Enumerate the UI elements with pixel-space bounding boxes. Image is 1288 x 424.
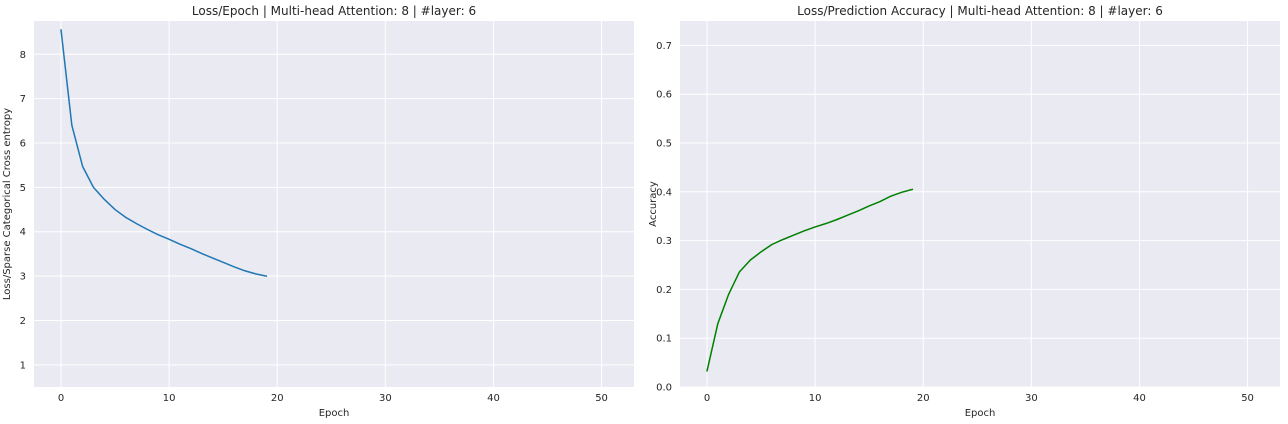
accuracy-tick-labels: 0 10 20 30 40 50 0.0 0.1 0.2 0.3 0.4 0.5 0.6 0.7 — [656, 41, 1254, 404]
accuracy-grid — [680, 21, 1280, 388]
loss-tick-labels: 0 10 20 30 40 50 1 2 3 4 5 6 7 8 — [20, 50, 608, 404]
accuracy-x-axis-label: Epoch — [965, 408, 996, 419]
y-tick-label: 2 — [20, 316, 26, 327]
y-tick-label: 0.2 — [656, 285, 672, 296]
y-tick-label: 0.0 — [656, 383, 672, 394]
y-tick-label: 1 — [20, 360, 26, 371]
y-tick-label: 5 — [20, 183, 26, 194]
y-tick-label: 0.5 — [656, 139, 672, 150]
y-tick-label: 0.6 — [656, 90, 672, 101]
x-tick-label: 30 — [379, 393, 392, 404]
accuracy-series — [706, 188, 914, 372]
x-tick-label: 10 — [163, 393, 176, 404]
y-tick-label: 0.4 — [656, 187, 672, 198]
y-tick-label: 0.1 — [656, 334, 672, 345]
y-tick-label: 0.7 — [656, 41, 672, 52]
x-tick-label: 10 — [809, 393, 822, 404]
loss-plot-area — [34, 21, 634, 387]
y-tick-label: 7 — [20, 94, 26, 105]
x-tick-label: 50 — [1241, 393, 1254, 404]
series-line — [60, 29, 268, 277]
y-tick-label: 6 — [20, 139, 26, 150]
accuracy-chart: 0 10 20 30 40 50 0.0 0.1 0.2 0.3 0.4 0.5 0.6 0.7 Loss… — [648, 4, 1280, 419]
loss-y-axis-label: Loss/Sparse Categorical Cross entropy — [2, 108, 13, 300]
x-tick-label: 20 — [271, 393, 284, 404]
loss-chart-title: Loss/Epoch | Multi-head Attention: 8 | #… — [192, 4, 476, 18]
loss-grid — [34, 21, 634, 387]
y-tick-label: 3 — [20, 272, 26, 283]
x-tick-label: 50 — [595, 393, 608, 404]
loss-chart: 0 10 20 30 40 50 1 2 3 4 5 6 7 8 Loss/Epoch | Multi-h… — [2, 4, 634, 419]
x-tick-label: 20 — [917, 393, 930, 404]
accuracy-plot-area — [680, 21, 1280, 387]
x-tick-label: 40 — [487, 393, 500, 404]
series-line — [706, 188, 914, 372]
accuracy-chart-title: Loss/Prediction Accuracy | Multi-head At… — [797, 4, 1163, 18]
loss-x-axis-label: Epoch — [319, 408, 350, 419]
accuracy-y-axis-label: Accuracy — [648, 181, 659, 227]
x-tick-label: 30 — [1025, 393, 1038, 404]
y-tick-label: 0.3 — [656, 236, 672, 247]
x-tick-label: 0 — [58, 393, 64, 404]
x-tick-label: 0 — [704, 393, 710, 404]
loss-series — [60, 29, 268, 277]
y-tick-label: 4 — [20, 227, 26, 238]
x-tick-label: 40 — [1133, 393, 1146, 404]
y-tick-label: 8 — [20, 50, 26, 61]
